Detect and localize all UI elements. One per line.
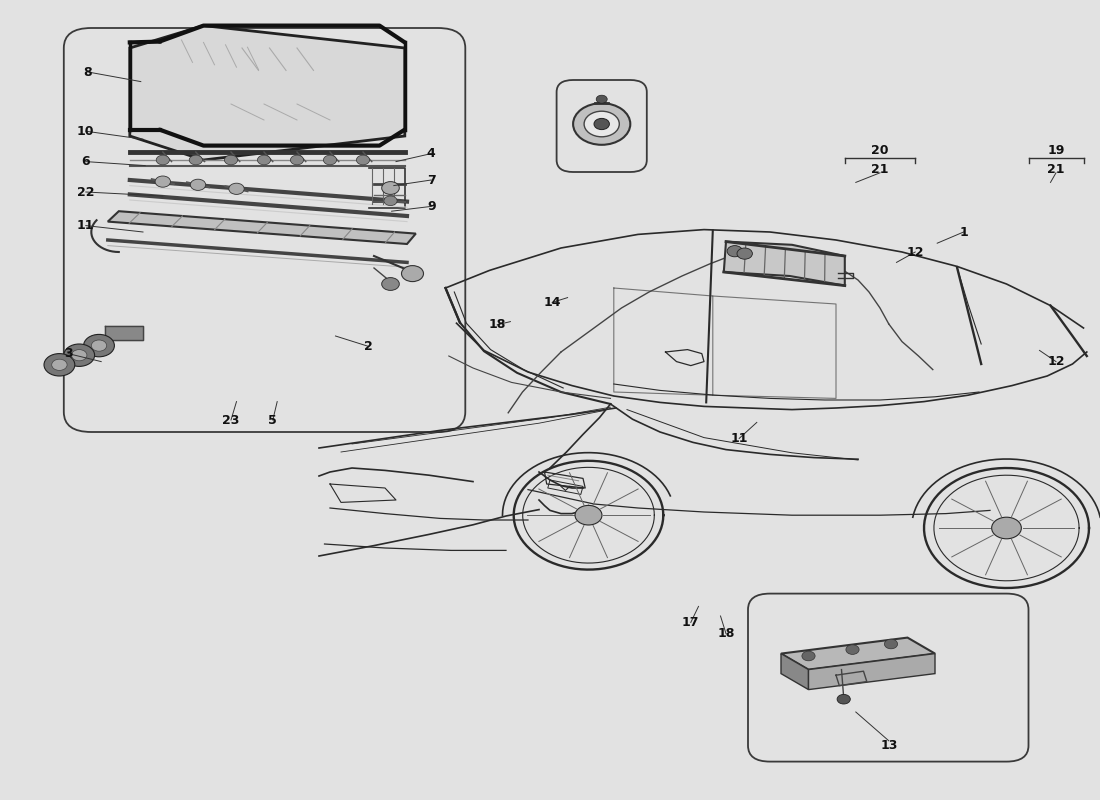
- Circle shape: [584, 111, 619, 137]
- Circle shape: [846, 645, 859, 654]
- Text: 6: 6: [81, 155, 90, 168]
- Text: 4: 4: [427, 147, 436, 160]
- Circle shape: [72, 350, 87, 361]
- FancyBboxPatch shape: [64, 28, 465, 432]
- Circle shape: [91, 340, 107, 351]
- Text: 22: 22: [77, 186, 95, 198]
- Circle shape: [384, 196, 397, 206]
- Circle shape: [992, 517, 1021, 539]
- Text: 21: 21: [1047, 163, 1065, 176]
- Circle shape: [802, 651, 815, 661]
- Circle shape: [64, 344, 95, 366]
- Text: 20: 20: [871, 144, 889, 157]
- Circle shape: [837, 694, 850, 704]
- Text: 18: 18: [488, 318, 506, 331]
- Text: 10: 10: [77, 125, 95, 138]
- Circle shape: [727, 246, 742, 257]
- Polygon shape: [104, 326, 143, 340]
- Polygon shape: [808, 654, 935, 690]
- Circle shape: [224, 155, 238, 165]
- FancyBboxPatch shape: [748, 594, 1028, 762]
- Circle shape: [156, 155, 169, 165]
- Text: 14: 14: [543, 296, 561, 309]
- Circle shape: [155, 176, 170, 187]
- Text: 9: 9: [427, 200, 436, 213]
- Circle shape: [575, 506, 602, 525]
- Text: 11: 11: [730, 432, 748, 445]
- Text: 5: 5: [268, 414, 277, 426]
- Text: 18: 18: [717, 627, 735, 640]
- Circle shape: [190, 179, 206, 190]
- FancyBboxPatch shape: [557, 80, 647, 172]
- Circle shape: [884, 639, 898, 649]
- Text: 2: 2: [364, 340, 373, 353]
- Text: 19: 19: [1047, 144, 1065, 157]
- Text: 8: 8: [84, 66, 92, 78]
- Circle shape: [573, 103, 630, 145]
- Circle shape: [737, 248, 752, 259]
- Text: 7: 7: [427, 174, 436, 186]
- Text: 17: 17: [682, 616, 700, 629]
- Text: 23: 23: [222, 414, 240, 426]
- Text: 13: 13: [880, 739, 898, 752]
- Circle shape: [52, 359, 67, 370]
- Text: 1: 1: [959, 226, 968, 238]
- Circle shape: [84, 334, 114, 357]
- Text: 12: 12: [1047, 355, 1065, 368]
- Circle shape: [44, 354, 75, 376]
- Circle shape: [382, 278, 399, 290]
- Circle shape: [402, 266, 424, 282]
- Polygon shape: [781, 654, 808, 690]
- Polygon shape: [781, 638, 935, 670]
- Circle shape: [229, 183, 244, 194]
- Polygon shape: [108, 211, 416, 244]
- Polygon shape: [724, 242, 845, 286]
- Text: 3: 3: [64, 347, 73, 360]
- Circle shape: [596, 95, 607, 103]
- Circle shape: [189, 155, 202, 165]
- Circle shape: [257, 155, 271, 165]
- Circle shape: [290, 155, 304, 165]
- Circle shape: [382, 182, 399, 194]
- Polygon shape: [130, 26, 405, 160]
- Circle shape: [594, 118, 609, 130]
- Circle shape: [323, 155, 337, 165]
- Circle shape: [356, 155, 370, 165]
- Text: 21: 21: [871, 163, 889, 176]
- Text: 11: 11: [77, 219, 95, 232]
- Text: 12: 12: [906, 246, 924, 258]
